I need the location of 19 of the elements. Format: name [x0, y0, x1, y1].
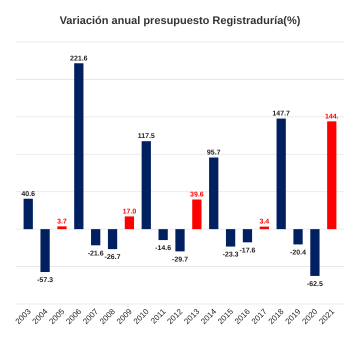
bar [40, 229, 50, 272]
chart-title: Variación anual presupuesto Registraduría(%) [60, 15, 301, 27]
bar [327, 121, 336, 230]
bar [91, 229, 100, 246]
bar [242, 229, 252, 242]
bar [175, 229, 185, 252]
bar [192, 200, 202, 230]
bar [276, 118, 286, 230]
bar [108, 229, 118, 250]
bar [74, 63, 84, 230]
bar [209, 158, 218, 230]
bar [293, 229, 303, 244]
bar [226, 229, 236, 247]
bar [310, 229, 320, 276]
bar [158, 229, 168, 240]
bar [24, 198, 33, 230]
bar [142, 141, 151, 230]
bar [124, 216, 134, 230]
bar [260, 226, 269, 230]
